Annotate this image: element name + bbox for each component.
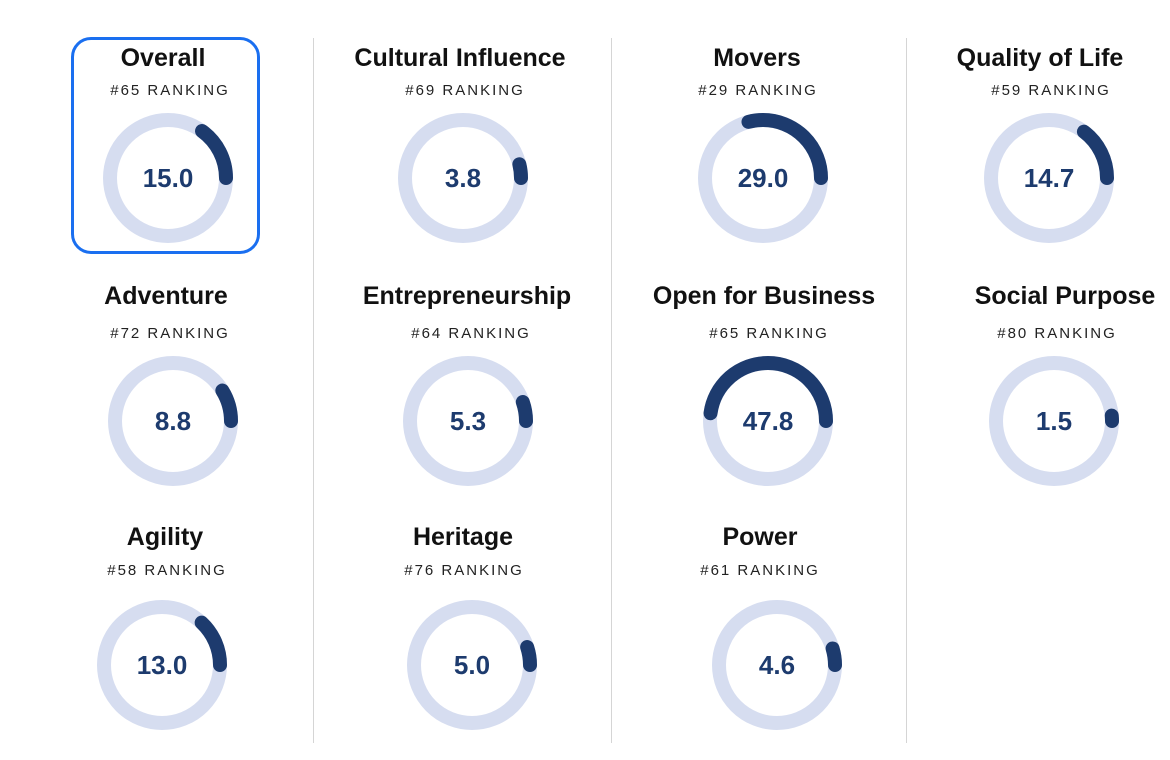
gauge-arc bbox=[703, 356, 833, 486]
power-title: Power bbox=[722, 523, 798, 551]
cultural-influence-title: Cultural Influence bbox=[354, 44, 566, 72]
heritage-gauge[interactable]: 5.0 bbox=[399, 592, 545, 738]
power-score: 4.6 bbox=[758, 649, 796, 680]
movers-score: 29.0 bbox=[737, 162, 789, 193]
column-divider bbox=[313, 38, 314, 743]
adventure-ranking: #72 RANKING bbox=[110, 325, 230, 342]
agility-gauge-svg bbox=[97, 600, 227, 730]
entrepreneurship-title: Entrepreneurship bbox=[362, 282, 572, 310]
overall-title: Overall bbox=[120, 44, 206, 72]
column-divider bbox=[906, 38, 907, 743]
social-purpose-ranking: #80 RANKING bbox=[997, 325, 1117, 342]
selected-card-outline[interactable] bbox=[71, 37, 260, 254]
agility-ranking: #58 RANKING bbox=[107, 562, 227, 579]
gauge-arc bbox=[108, 356, 238, 486]
gauge-arc bbox=[97, 600, 227, 730]
heritage-score: 5.0 bbox=[453, 649, 491, 680]
gauge-arc bbox=[398, 113, 528, 243]
gauge-arc bbox=[989, 356, 1119, 486]
quality-of-life-gauge[interactable]: 14.7 bbox=[976, 105, 1122, 251]
gauge-arc bbox=[407, 600, 537, 730]
entrepreneurship-ranking: #64 RANKING bbox=[411, 325, 531, 342]
adventure-gauge-svg bbox=[108, 356, 238, 486]
social-purpose-gauge-svg bbox=[989, 356, 1119, 486]
open-for-business-title: Open for Business bbox=[652, 282, 876, 310]
overall-score: 15.0 bbox=[142, 162, 194, 193]
gauge-arc bbox=[698, 113, 828, 243]
quality-of-life-score: 14.7 bbox=[1023, 162, 1075, 193]
movers-gauge-svg bbox=[698, 113, 828, 243]
agility-score: 13.0 bbox=[136, 649, 188, 680]
gauge-arc bbox=[403, 356, 533, 486]
heritage-gauge-svg bbox=[407, 600, 537, 730]
open-for-business-score: 47.8 bbox=[742, 405, 794, 436]
social-purpose-title: Social Purpose bbox=[974, 282, 1156, 310]
movers-gauge[interactable]: 29.0 bbox=[690, 105, 836, 251]
column-divider bbox=[611, 38, 612, 743]
quality-of-life-gauge-svg bbox=[984, 113, 1114, 243]
gauge-arc bbox=[103, 113, 233, 243]
social-purpose-gauge[interactable]: 1.5 bbox=[981, 348, 1127, 494]
entrepreneurship-gauge-svg bbox=[403, 356, 533, 486]
cultural-influence-gauge[interactable]: 3.8 bbox=[390, 105, 536, 251]
heritage-ranking: #76 RANKING bbox=[404, 562, 524, 579]
power-gauge-svg bbox=[712, 600, 842, 730]
open-for-business-gauge[interactable]: 47.8 bbox=[695, 348, 841, 494]
entrepreneurship-gauge[interactable]: 5.3 bbox=[395, 348, 541, 494]
quality-of-life-title: Quality of Life bbox=[956, 44, 1124, 72]
power-gauge[interactable]: 4.6 bbox=[704, 592, 850, 738]
cultural-influence-gauge-svg bbox=[398, 113, 528, 243]
open-for-business-ranking: #65 RANKING bbox=[709, 325, 829, 342]
social-purpose-score: 1.5 bbox=[1035, 405, 1073, 436]
open-for-business-gauge-svg bbox=[703, 356, 833, 486]
adventure-gauge[interactable]: 8.8 bbox=[100, 348, 246, 494]
movers-ranking: #29 RANKING bbox=[698, 82, 818, 99]
heritage-title: Heritage bbox=[412, 523, 514, 551]
quality-of-life-ranking: #59 RANKING bbox=[991, 82, 1111, 99]
adventure-title: Adventure bbox=[104, 282, 228, 310]
agility-title: Agility bbox=[126, 523, 204, 551]
cultural-influence-ranking: #69 RANKING bbox=[405, 82, 525, 99]
power-ranking: #61 RANKING bbox=[700, 562, 820, 579]
overall-gauge-svg bbox=[103, 113, 233, 243]
gauge-arc bbox=[984, 113, 1114, 243]
overall-ranking: #65 RANKING bbox=[110, 82, 230, 99]
gauge-arc bbox=[712, 600, 842, 730]
overall-gauge[interactable]: 15.0 bbox=[95, 105, 241, 251]
adventure-score: 8.8 bbox=[154, 405, 192, 436]
entrepreneurship-score: 5.3 bbox=[449, 405, 487, 436]
movers-title: Movers bbox=[713, 44, 801, 72]
cultural-influence-score: 3.8 bbox=[444, 162, 482, 193]
agility-gauge[interactable]: 13.0 bbox=[89, 592, 235, 738]
